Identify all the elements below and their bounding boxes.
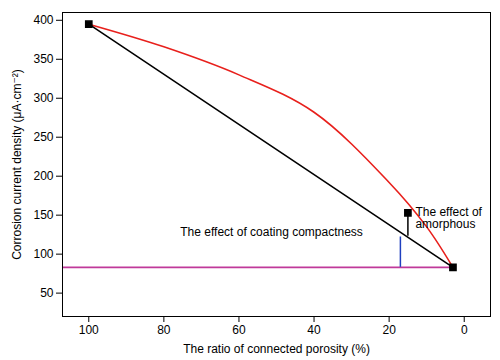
- svg-text:The effect of coating compactn: The effect of coating compactness: [180, 225, 363, 239]
- svg-text:250: 250: [33, 130, 53, 144]
- svg-text:Corrosion current density (μA·: Corrosion current density (μA·cm⁻²): [10, 69, 24, 260]
- svg-text:0: 0: [461, 323, 468, 337]
- svg-text:20: 20: [382, 323, 396, 337]
- svg-text:200: 200: [33, 169, 53, 183]
- svg-text:150: 150: [33, 208, 53, 222]
- svg-text:40: 40: [307, 323, 321, 337]
- svg-text:100: 100: [79, 323, 99, 337]
- svg-text:The effect ofamorphous: The effect ofamorphous: [415, 205, 482, 231]
- svg-text:50: 50: [40, 286, 54, 300]
- svg-text:100: 100: [33, 247, 53, 261]
- svg-text:300: 300: [33, 91, 53, 105]
- svg-text:400: 400: [33, 13, 53, 27]
- svg-text:80: 80: [157, 323, 171, 337]
- svg-text:350: 350: [33, 52, 53, 66]
- svg-text:60: 60: [232, 323, 246, 337]
- svg-text:The ratio of connected porosit: The ratio of connected porosity (%): [183, 342, 370, 356]
